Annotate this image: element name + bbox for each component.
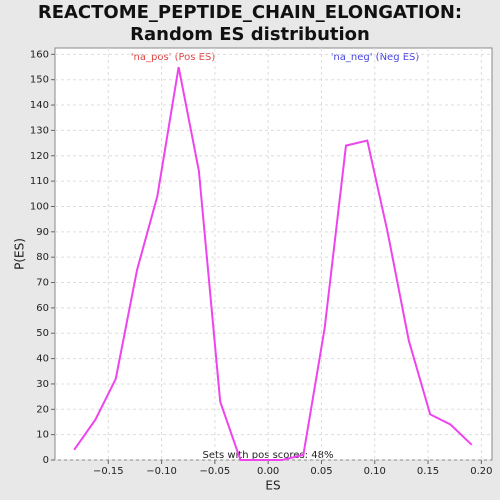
y-tick-label: 130	[30, 125, 49, 136]
x-tick-label: 0.10	[364, 466, 386, 477]
y-tick-label: 30	[36, 379, 49, 390]
plot-area	[54, 47, 493, 461]
y-tick-label: 80	[36, 252, 49, 263]
x-tick-label: 0.00	[257, 466, 279, 477]
y-tick-label: 50	[36, 328, 49, 339]
y-tick-label: 60	[36, 303, 49, 314]
y-tick-label: 150	[30, 75, 49, 86]
x-tick-label: 0.05	[310, 466, 332, 477]
y-tick-label: 110	[30, 176, 49, 187]
y-axis-label: P(ES)	[13, 238, 27, 270]
y-tick-label: 0	[43, 455, 49, 466]
y-tick-label: 120	[30, 151, 49, 162]
chart-title: REACTOME_PEPTIDE_CHAIN_ELONGATION: Rando…	[37, 2, 463, 45]
x-tick-label: −0.10	[146, 466, 177, 477]
x-axis-label: ES	[265, 479, 280, 493]
y-tick-label: 160	[30, 49, 49, 60]
y-tick-label: 20	[36, 404, 49, 415]
x-tick-label: −0.15	[93, 466, 124, 477]
line	[73, 66, 473, 461]
x-tick-label: 0.20	[470, 466, 492, 477]
y-tick-label: 70	[36, 278, 49, 289]
y-tick-label: 100	[30, 201, 49, 212]
y-tick-label: 90	[36, 227, 49, 238]
annotation: Sets with pos scores: 48%	[203, 450, 334, 461]
annotation: 'na_pos' (Pos ES)	[131, 52, 216, 63]
y-tick-label: 140	[30, 100, 49, 111]
x-tick-label: 0.15	[417, 466, 439, 477]
x-tick-label: −0.05	[200, 466, 231, 477]
y-tick-label: 40	[36, 354, 49, 365]
annotation: 'na_neg' (Neg ES)	[331, 52, 420, 63]
y-tick-label: 10	[36, 430, 49, 441]
